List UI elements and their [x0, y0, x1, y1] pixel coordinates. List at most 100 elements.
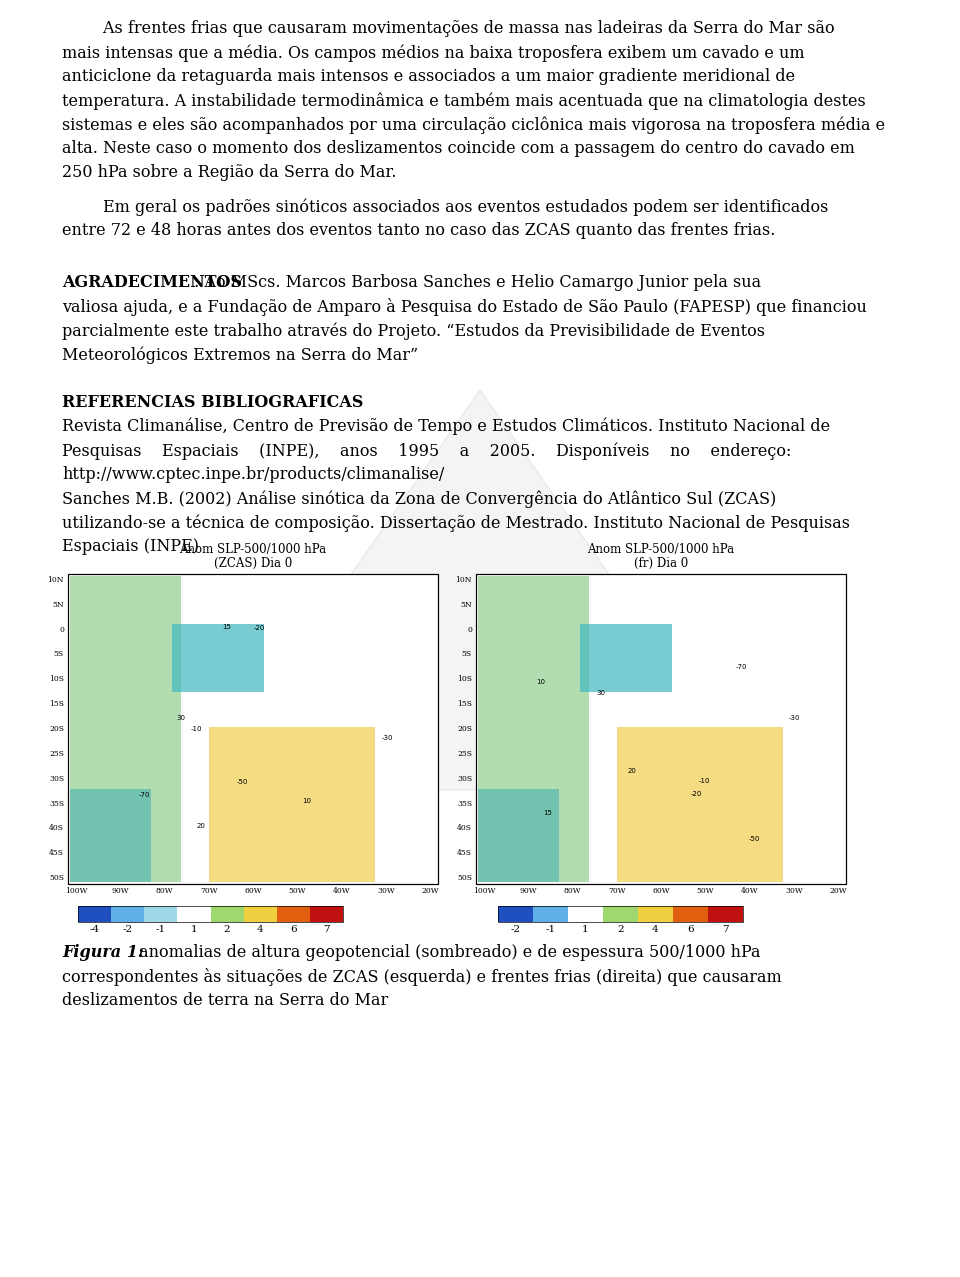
Text: sistemas e eles são acompanhados por uma circulação ciclônica mais vigorosa na t: sistemas e eles são acompanhados por uma…: [62, 116, 885, 134]
Text: -2: -2: [123, 925, 132, 933]
Bar: [708, 905, 743, 922]
Bar: [144, 905, 178, 922]
Bar: [616, 727, 783, 882]
Text: 4: 4: [257, 925, 263, 933]
Text: 45S: 45S: [49, 849, 64, 857]
Text: -10: -10: [699, 778, 710, 784]
Bar: [78, 905, 343, 922]
Text: entre 72 e 48 horas antes dos eventos tanto no caso das ZCAS quanto das frentes : entre 72 e 48 horas antes dos eventos ta…: [62, 222, 776, 239]
Text: 30: 30: [177, 715, 185, 720]
Text: correspondentes às situações de ZCAS (esquerda) e frentes frias (direita) que ca: correspondentes às situações de ZCAS (es…: [62, 968, 781, 986]
Bar: [498, 905, 533, 922]
Text: 30: 30: [596, 690, 605, 696]
Text: 50W: 50W: [696, 888, 714, 895]
Text: 6: 6: [290, 925, 297, 933]
Text: 40W: 40W: [741, 888, 758, 895]
Text: anomalias de altura geopotencial (sombreado) e de espessura 500/1000 hPa: anomalias de altura geopotencial (sombre…: [134, 944, 760, 962]
Text: 40W: 40W: [333, 888, 350, 895]
Bar: [111, 905, 144, 922]
Text: 5S: 5S: [54, 650, 64, 659]
Bar: [310, 905, 343, 922]
Text: 20: 20: [628, 769, 636, 774]
Text: 25S: 25S: [457, 750, 472, 757]
Bar: [498, 905, 743, 922]
Bar: [476, 573, 846, 884]
Text: -30: -30: [382, 736, 394, 741]
Text: 7: 7: [324, 925, 329, 933]
Text: 1: 1: [582, 925, 588, 933]
Text: Pesquisas    Espaciais    (INPE),    anos    1995    a    2005.    Disponíveis  : Pesquisas Espaciais (INPE), anos 1995 a …: [62, 442, 791, 460]
Text: 10: 10: [537, 678, 545, 684]
Text: 15: 15: [542, 810, 552, 816]
Text: 2: 2: [224, 925, 230, 933]
Bar: [208, 727, 375, 882]
Text: -1: -1: [156, 925, 166, 933]
Text: -20: -20: [690, 790, 702, 797]
Text: 10N: 10N: [455, 576, 472, 584]
Text: 35S: 35S: [49, 799, 64, 807]
Text: anticiclone da retaguarda mais intensos e associados a um maior gradiente meridi: anticiclone da retaguarda mais intensos …: [62, 68, 795, 86]
Text: deslizamentos de terra na Serra do Mar: deslizamentos de terra na Serra do Mar: [62, 992, 388, 1009]
Text: -50: -50: [236, 779, 248, 784]
Bar: [476, 573, 846, 884]
Text: 2: 2: [617, 925, 624, 933]
Bar: [603, 905, 638, 922]
Text: -1: -1: [545, 925, 556, 933]
Text: -2: -2: [511, 925, 520, 933]
Text: Revista Climanálise, Centro de Previsão de Tempo e Estudos Climáticos. Instituto: Revista Climanálise, Centro de Previsão …: [62, 418, 830, 435]
Text: mais intensas que a média. Os campos médios na baixa troposfera exibem um cavado: mais intensas que a média. Os campos méd…: [62, 43, 804, 61]
Text: 30W: 30W: [377, 888, 395, 895]
Bar: [68, 573, 438, 884]
Bar: [533, 905, 568, 922]
Bar: [580, 623, 672, 692]
Text: 30W: 30W: [785, 888, 803, 895]
Bar: [70, 789, 152, 882]
Text: Espaciais (INPE): Espaciais (INPE): [62, 538, 199, 555]
Bar: [276, 905, 310, 922]
Text: 20W: 20W: [421, 888, 439, 895]
Text: Meteorológicos Extremos na Serra do Mar”: Meteorológicos Extremos na Serra do Mar”: [62, 346, 419, 364]
Text: 50W: 50W: [288, 888, 306, 895]
Text: alta. Neste caso o momento dos deslizamentos coincide com a passagem do centro d: alta. Neste caso o momento dos deslizame…: [62, 140, 854, 157]
Bar: [178, 905, 210, 922]
Text: (fr) Dia 0: (fr) Dia 0: [634, 557, 688, 570]
Text: -10: -10: [190, 725, 202, 732]
Text: 20: 20: [197, 822, 205, 829]
Text: 45S: 45S: [457, 849, 472, 857]
Text: -70: -70: [138, 792, 150, 798]
Text: 100W: 100W: [64, 888, 87, 895]
Text: Sanches M.B. (2002) Análise sinótica da Zona de Convergência do Atlântico Sul (Z: Sanches M.B. (2002) Análise sinótica da …: [62, 490, 777, 507]
Bar: [244, 905, 276, 922]
Bar: [172, 623, 264, 692]
Text: -20: -20: [253, 626, 265, 631]
Text: As frentes frias que causaram movimentações de massa nas ladeiras da Serra do Ma: As frentes frias que causaram movimentaç…: [62, 20, 834, 37]
Text: Figura 1:: Figura 1:: [62, 944, 144, 962]
Text: 1: 1: [191, 925, 197, 933]
Text: 15S: 15S: [457, 700, 472, 709]
Text: : Ao MScs. Marcos Barbosa Sanches e Helio Camargo Junior pela sua: : Ao MScs. Marcos Barbosa Sanches e Heli…: [194, 275, 761, 291]
Text: 25S: 25S: [49, 750, 64, 757]
Text: 250 hPa sobre a Região da Serra do Mar.: 250 hPa sobre a Região da Serra do Mar.: [62, 163, 396, 181]
Bar: [478, 789, 560, 882]
Bar: [70, 576, 181, 882]
Text: 5N: 5N: [53, 601, 64, 609]
Text: 10N: 10N: [47, 576, 64, 584]
Text: AGRADECIMENTOS: AGRADECIMENTOS: [62, 275, 242, 291]
Bar: [673, 905, 708, 922]
Text: REFERENCIAS BIBLIOGRAFICAS: REFERENCIAS BIBLIOGRAFICAS: [62, 395, 364, 411]
Text: 10: 10: [302, 798, 311, 803]
Text: 90W: 90W: [519, 888, 537, 895]
Text: 50S: 50S: [49, 873, 64, 882]
Text: 35S: 35S: [457, 799, 472, 807]
Text: 4: 4: [652, 925, 659, 933]
Text: Anom SLP-500/1000 hPa: Anom SLP-500/1000 hPa: [180, 543, 326, 555]
Bar: [68, 573, 438, 884]
Text: 70W: 70W: [200, 888, 218, 895]
Text: 70W: 70W: [608, 888, 626, 895]
Text: http://www.cptec.inpe.br/products/climanalise/: http://www.cptec.inpe.br/products/climan…: [62, 466, 444, 483]
Text: -30: -30: [788, 715, 800, 722]
Text: utilizando-se a técnica de composição. Dissertação de Mestrado. Instituto Nacion: utilizando-se a técnica de composição. D…: [62, 515, 850, 531]
Text: -4: -4: [89, 925, 100, 933]
Text: 20S: 20S: [49, 725, 64, 733]
Text: 10S: 10S: [457, 676, 472, 683]
